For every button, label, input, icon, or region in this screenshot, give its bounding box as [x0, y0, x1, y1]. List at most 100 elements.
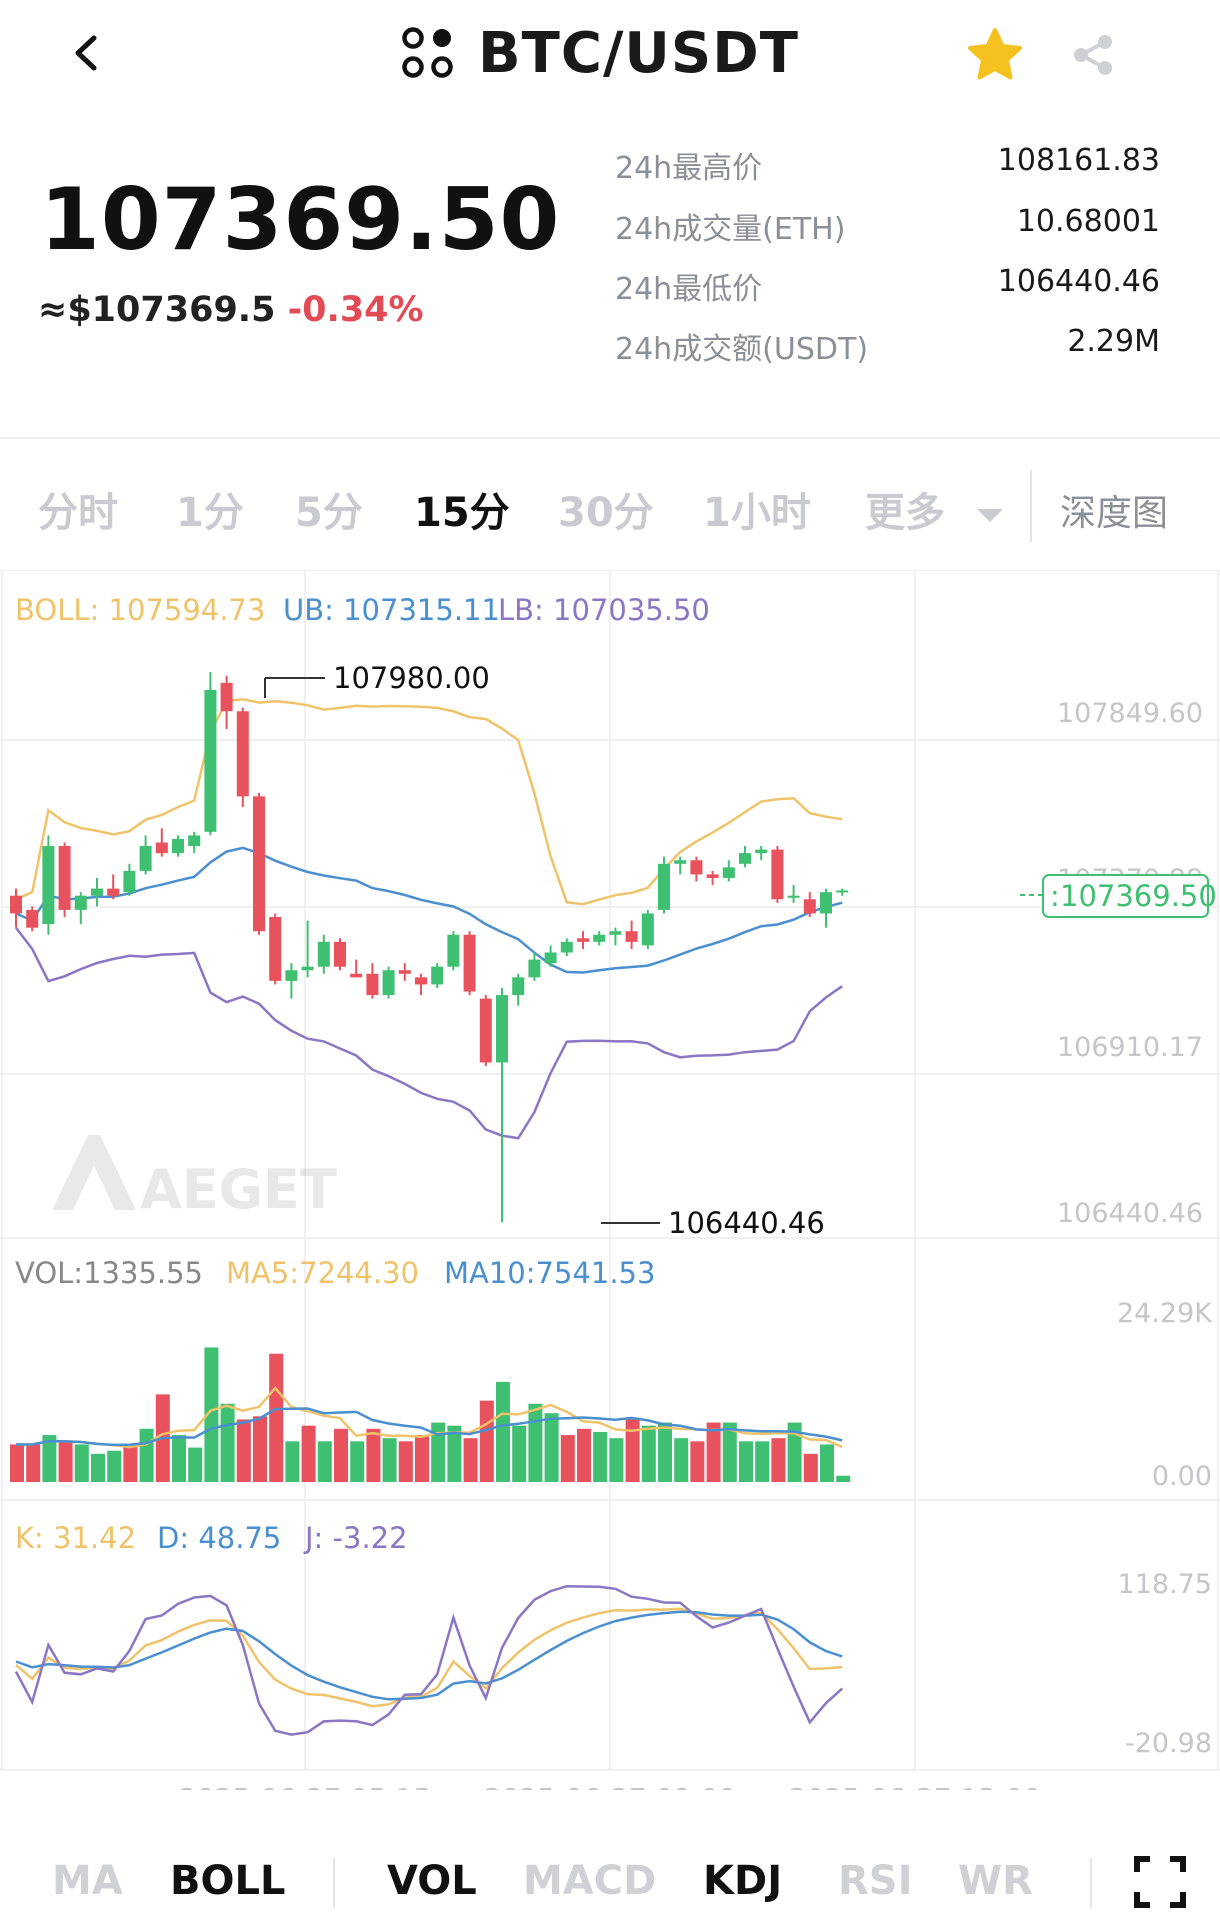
candle — [172, 835, 184, 857]
volume-ma10-line — [16, 1407, 843, 1447]
candle — [739, 846, 751, 868]
aeget-logo: AEGET — [52, 1135, 337, 1221]
pair-selector[interactable]: BTC/USDT — [400, 18, 799, 88]
volume-bar — [26, 1444, 41, 1482]
candle-body — [771, 849, 784, 900]
candle — [496, 987, 508, 1223]
candle-body — [398, 970, 411, 974]
candle-body — [188, 835, 201, 847]
candle — [91, 877, 103, 907]
depth-chart-button[interactable]: 深度图 — [1060, 493, 1169, 534]
divider — [1030, 470, 1032, 542]
candle-body — [479, 998, 492, 1063]
grid-dots-icon — [402, 27, 453, 78]
current-price-value: 107369.50 — [1060, 879, 1217, 913]
volume-bar — [366, 1428, 381, 1482]
candle — [382, 966, 395, 999]
kdj-axis-label: -20.98 — [1125, 1728, 1212, 1759]
candle — [431, 963, 444, 988]
tab-timeframe-15m[interactable]: 15分 — [414, 490, 510, 536]
candle — [398, 963, 411, 981]
indicator-tab-wr[interactable]: WR — [958, 1858, 1033, 1904]
volume-bar — [739, 1441, 753, 1482]
kdj-k-legend: K: 31.42 — [15, 1521, 136, 1555]
favorite-button[interactable] — [960, 20, 1030, 90]
tab-timeframe-1m[interactable]: 1分 — [176, 490, 244, 536]
price-axis-label: 107849.60 — [1057, 698, 1203, 729]
more-label: 更多 — [865, 490, 945, 536]
stat-value-volume: 10.68001 — [1016, 204, 1160, 239]
indicator-tab-rsi[interactable]: RSI — [838, 1858, 913, 1904]
candle-body — [415, 977, 427, 985]
volume-bar — [479, 1400, 494, 1482]
back-button[interactable] — [60, 18, 120, 88]
boll-upper-line — [15, 698, 843, 906]
volume-bar — [188, 1447, 203, 1482]
volume-bar — [42, 1435, 57, 1482]
volume-bar — [317, 1441, 332, 1482]
indicator-tab-ma[interactable]: MA — [52, 1858, 123, 1904]
volume-bar — [398, 1441, 413, 1482]
candle-body — [641, 913, 654, 946]
kdj-k-line — [15, 1607, 843, 1708]
candle — [253, 792, 265, 935]
max-price-marker: 107980.00 — [264, 661, 490, 698]
stat-value-high: 108161.83 — [997, 143, 1160, 178]
candle — [641, 909, 654, 949]
time-axis-label: 2025-06-27 05:15 — [179, 1782, 431, 1790]
price-change: -0.34% — [287, 290, 424, 330]
volume-bar — [463, 1438, 478, 1482]
candle — [544, 945, 557, 967]
candle-body — [366, 973, 379, 996]
candle — [512, 973, 525, 1006]
tab-timeframe-1h[interactable]: 1小时 — [703, 490, 811, 536]
volume-bar — [220, 1403, 235, 1482]
tab-timeframe-5m[interactable]: 5分 — [295, 490, 363, 536]
candle-body — [107, 888, 120, 896]
candle — [285, 963, 298, 999]
caret-down-icon — [976, 509, 1003, 522]
candle-body — [447, 934, 460, 967]
share-button[interactable] — [1063, 20, 1123, 90]
candle-body — [253, 796, 265, 932]
candle-body — [236, 711, 249, 797]
volume-bars — [10, 1347, 851, 1482]
volume-bar — [285, 1441, 300, 1482]
back-chevron-icon — [75, 35, 97, 71]
indicator-tab-macd[interactable]: MACD — [523, 1858, 657, 1904]
candle — [269, 913, 282, 985]
volume-bar — [560, 1435, 575, 1482]
volume-bar — [787, 1422, 802, 1482]
tab-timeframe-30m[interactable]: 30分 — [558, 490, 654, 536]
kline-chart[interactable]: AEGET BOLL: 107594.73 UB: 107315.11 LB: … — [0, 570, 1220, 1790]
svg-text::: : — [1050, 879, 1060, 913]
indicator-tab-kdj[interactable]: KDJ — [703, 1858, 783, 1904]
stat-label-turnover: 24h成交额(USDT) — [615, 332, 869, 367]
kdj-j-line — [14, 1585, 844, 1736]
volume-bar — [107, 1450, 122, 1482]
price-usd-row: ≈$107369.5 -0.34% — [38, 290, 424, 330]
max-price-label: 107980.00 — [333, 661, 490, 695]
stat-label-volume: 24h成交量(ETH) — [615, 212, 846, 247]
candle — [301, 920, 314, 978]
volume-bar — [172, 1435, 186, 1482]
volume-bar — [91, 1453, 105, 1482]
candle-body — [382, 970, 395, 996]
indicator-tab-vol[interactable]: VOL — [387, 1858, 477, 1904]
kdj-d-line — [15, 1610, 843, 1701]
fullscreen-button[interactable] — [1133, 1855, 1187, 1909]
vol-ma10-legend: MA10:7541.53 — [444, 1256, 655, 1290]
tab-timeframe-line[interactable]: 分时 — [38, 490, 118, 536]
star-icon — [968, 28, 1022, 80]
indicator-tab-boll[interactable]: BOLL — [170, 1858, 286, 1904]
divider — [0, 437, 1220, 439]
candle-body — [42, 846, 55, 925]
candle-body — [220, 682, 233, 712]
candle-body — [496, 995, 508, 1063]
candle — [317, 934, 330, 974]
candle-body — [58, 846, 71, 910]
candle-body — [10, 895, 22, 914]
more-timeframes-dropdown[interactable]: 更多 — [865, 480, 1007, 538]
candle — [415, 973, 427, 996]
candle — [42, 835, 55, 935]
